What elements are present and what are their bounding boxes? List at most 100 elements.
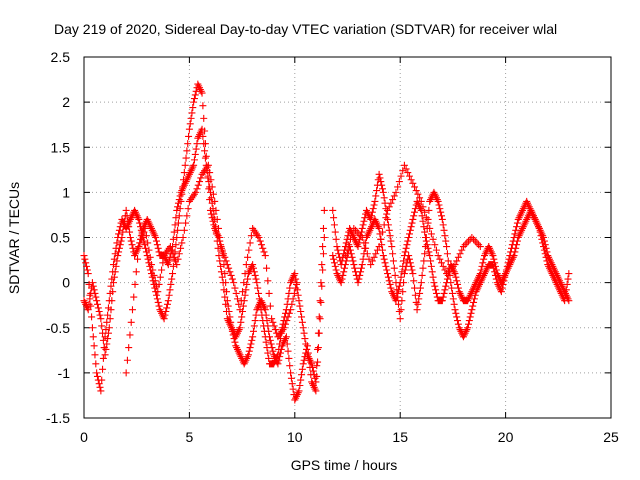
- data-point: [291, 270, 299, 278]
- data-point-dense: [227, 271, 235, 279]
- data-point-dense: [395, 300, 403, 308]
- data-point-dense: [130, 293, 138, 301]
- data-point-dense: [406, 226, 414, 234]
- data-point-dense: [233, 295, 241, 303]
- y-tick-label: -1: [58, 365, 71, 381]
- data-point-dense: [382, 205, 390, 213]
- data-point-dense: [465, 317, 473, 325]
- data-point-dense: [411, 291, 419, 299]
- data-point-dense: [368, 257, 376, 265]
- data-point-dense: [296, 302, 304, 310]
- data-point-dense: [398, 268, 406, 276]
- data-point-dense: [444, 257, 452, 265]
- data-point-dense: [99, 354, 107, 362]
- data-point-dense: [290, 289, 298, 297]
- data-point-dense: [113, 257, 121, 265]
- data-point-dense: [511, 248, 519, 256]
- data-point-dense: [115, 226, 123, 234]
- data-point-dense: [387, 199, 395, 207]
- data-point: [249, 333, 257, 341]
- data-point-dense: [470, 298, 478, 306]
- data-point-dense: [408, 266, 416, 274]
- data-point: [341, 252, 349, 260]
- data-point-dense: [260, 327, 268, 335]
- data-point-dense: [432, 246, 440, 254]
- data-point-dense: [469, 302, 477, 310]
- data-point-dense: [125, 223, 133, 231]
- data-point-dense: [373, 187, 381, 195]
- data-point-dense: [270, 322, 278, 330]
- data-point-dense: [96, 383, 104, 391]
- data-point: [396, 279, 404, 287]
- data-point-dense: [387, 237, 395, 245]
- data-point-dense: [461, 241, 469, 249]
- data-point-dense: [368, 212, 376, 220]
- data-point-dense: [117, 237, 125, 245]
- data-point-dense: [180, 226, 188, 234]
- data-point-dense: [185, 132, 193, 140]
- data-point-dense: [213, 237, 221, 245]
- data-point: [379, 188, 387, 196]
- data-point-dense: [373, 246, 381, 254]
- data-point-dense: [269, 318, 277, 326]
- data-point-dense: [302, 340, 310, 348]
- data-point-dense: [513, 241, 521, 249]
- data-point-dense: [310, 371, 318, 379]
- data-point: [459, 243, 467, 251]
- data-point-dense: [199, 102, 207, 110]
- data-point: [173, 261, 181, 269]
- data-point-dense: [318, 261, 326, 269]
- data-point: [443, 243, 451, 251]
- data-point-dense: [443, 250, 451, 258]
- data-point-dense: [443, 275, 451, 283]
- data-point-dense: [256, 300, 264, 308]
- data-point: [93, 297, 101, 305]
- data-point: [421, 234, 429, 241]
- data-point-dense: [199, 132, 207, 140]
- data-point-dense: [478, 262, 486, 270]
- data-point-dense: [214, 224, 222, 232]
- data-point-dense: [176, 192, 184, 200]
- data-point: [152, 234, 160, 241]
- data-point-dense: [166, 286, 174, 294]
- data-point-dense: [477, 266, 485, 274]
- data-point-dense: [223, 308, 231, 316]
- data-point-dense: [292, 275, 300, 283]
- data-point-dense: [180, 169, 188, 177]
- data-point-dense: [267, 340, 275, 348]
- data-point-dense: [265, 354, 273, 362]
- data-point-dense: [238, 313, 246, 321]
- data-point-dense: [237, 297, 245, 305]
- data-point-dense: [416, 284, 424, 292]
- data-point-dense: [134, 255, 142, 263]
- data-point-dense: [395, 178, 403, 186]
- data-point-dense: [149, 266, 157, 274]
- data-point: [135, 215, 143, 223]
- data-point-dense: [266, 302, 274, 310]
- data-point-dense: [370, 201, 378, 209]
- data-point: [438, 297, 446, 305]
- data-point-dense: [376, 174, 384, 182]
- data-point: [135, 243, 143, 251]
- data-point-dense: [441, 286, 449, 294]
- data-point-dense: [444, 268, 452, 276]
- data-point-dense: [343, 246, 351, 254]
- data-point-dense: [244, 253, 252, 261]
- data-point-dense: [86, 295, 94, 303]
- data-point-dense: [385, 277, 393, 285]
- data-point-dense: [427, 230, 435, 238]
- data-point: [97, 387, 105, 395]
- data-point-dense: [380, 221, 388, 229]
- data-point: [409, 270, 417, 278]
- data-point-dense: [163, 300, 171, 308]
- data-point-dense: [231, 338, 239, 346]
- data-point-dense: [298, 365, 306, 373]
- data-point-dense: [206, 169, 214, 177]
- data-point-dense: [439, 221, 447, 229]
- data-point: [540, 234, 548, 241]
- data-point-dense: [298, 313, 306, 321]
- data-point-dense: [467, 309, 475, 317]
- data-point: [101, 351, 109, 359]
- data-point-dense: [85, 300, 93, 308]
- data-point: [105, 324, 113, 332]
